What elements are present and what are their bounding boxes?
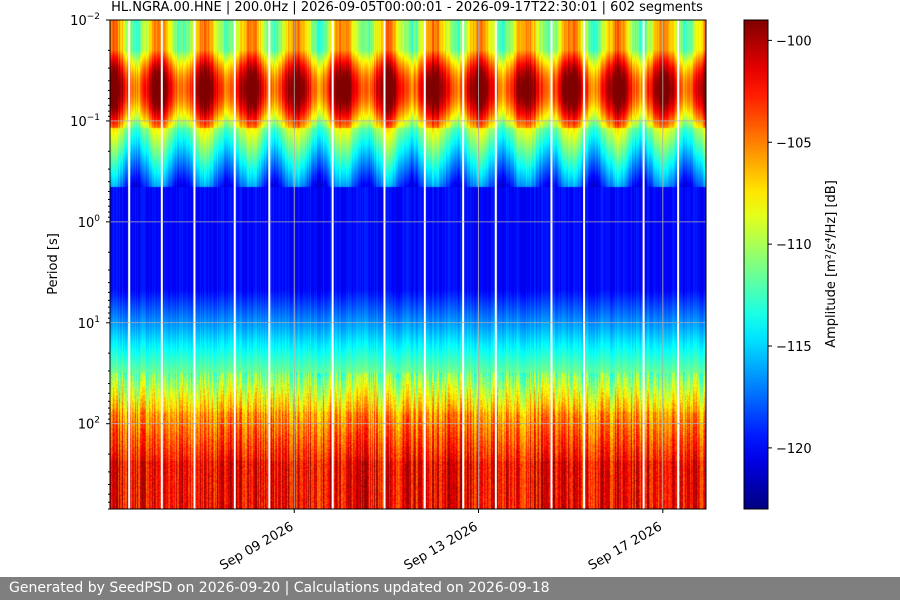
chart-title: HL.NGRA.00.HNE | 200.0Hz | 2026-09-05T00… xyxy=(111,0,703,15)
colorbar-tick-label: −100 xyxy=(776,34,812,49)
colorbar-tick-label: −120 xyxy=(776,442,812,457)
y-tick-label: 102 xyxy=(78,416,100,433)
y-tick-label: 10−2 xyxy=(70,12,100,29)
y-axis: 10−2 10−1 100 101 102 xyxy=(70,12,110,510)
colorbar-label: Amplitude [m²/s⁴/Hz] [dB] xyxy=(824,180,839,348)
colorbar-ticks: −100 −105 −110 −115 −120 xyxy=(768,34,812,457)
colorbar-tick-label: −110 xyxy=(776,238,812,253)
colorbar-gradient xyxy=(743,19,769,510)
x-axis: Sep 09 2026 Sep 13 2026 Sep 17 2026 xyxy=(217,509,665,574)
footer-banner: Generated by SeedPSD on 2026-09-20 | Cal… xyxy=(0,577,900,600)
y-axis-label: Period [s] xyxy=(46,233,61,295)
y-tick-label: 101 xyxy=(78,315,100,332)
y-tick-label: 100 xyxy=(78,214,101,231)
x-tick-label: Sep 09 2026 xyxy=(217,519,296,573)
colorbar: −100 −105 −110 −115 −120 Amplitude [m²/s⁴/Hz… xyxy=(743,19,839,510)
y-tick-label: 10−1 xyxy=(70,113,100,130)
x-tick-label: Sep 17 2026 xyxy=(586,519,665,573)
colorbar-tick-label: −105 xyxy=(776,136,812,151)
plot-frame xyxy=(109,19,707,510)
psd-figure: HL.NGRA.00.HNE | 200.0Hz | 2026-09-05T00… xyxy=(46,0,839,574)
spectrogram-heatmap xyxy=(110,20,706,509)
spectrogram-plot-area xyxy=(109,19,707,510)
x-tick-label: Sep 13 2026 xyxy=(402,519,481,573)
colorbar-tick-label: −115 xyxy=(776,340,812,355)
data-gap-lines xyxy=(128,20,680,509)
